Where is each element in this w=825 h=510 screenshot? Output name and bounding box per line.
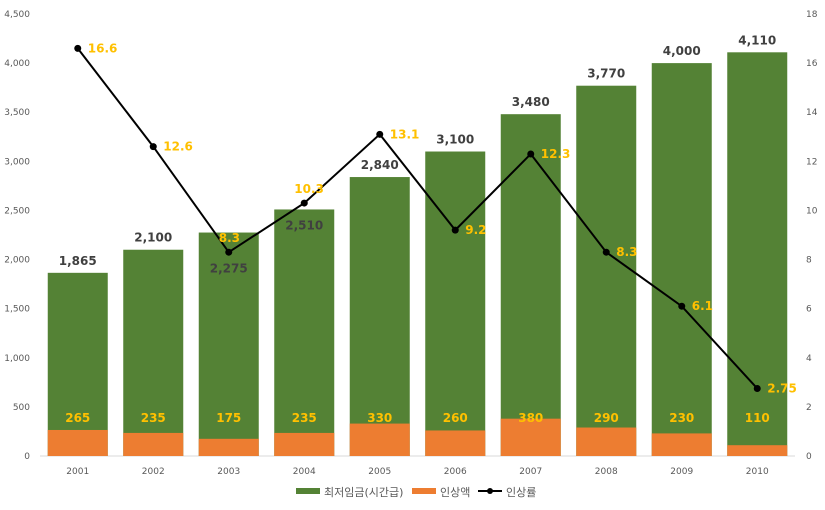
bar-label-increase-amount: 175 [216,411,241,425]
bar-minimum-wage [274,209,335,456]
point-label-increase-rate: 8.3 [616,245,637,259]
x-tick-label: 2004 [293,467,316,477]
bar-label-minimum-wage: 3,480 [512,95,550,109]
left-tick-label: 1,500 [4,305,30,315]
right-tick-label: 4 [806,354,812,364]
bar-label-increase-amount: 330 [367,411,392,425]
left-tick-label: 2,500 [4,206,30,216]
right-tick-label: 12 [806,157,817,167]
point-increase-rate [753,384,761,392]
bar-increase-amount [274,432,335,456]
bar-minimum-wage [500,114,561,456]
bar-increase-amount [727,445,788,456]
point-label-increase-rate: 12.6 [163,140,193,154]
right-tick-label: 6 [806,305,812,315]
x-tick-label: 2002 [142,467,165,477]
right-tick-label: 10 [806,206,818,216]
left-tick-label: 3,500 [4,108,30,118]
bar-label-increase-amount: 110 [745,411,770,425]
point-label-increase-rate: 12.3 [541,147,571,161]
bar-label-increase-amount: 265 [65,411,90,425]
point-increase-rate [376,130,384,138]
bar-label-minimum-wage: 2,275 [210,262,248,276]
left-tick-label: 4,500 [4,10,30,20]
right-tick-label: 2 [806,403,812,413]
bar-label-minimum-wage: 2,840 [361,158,399,172]
left-tick-label: 500 [13,403,30,413]
bar-increase-amount [198,438,259,456]
bar-minimum-wage [198,232,259,456]
point-label-increase-rate: 10.3 [294,182,324,196]
x-tick-label: 2005 [368,467,391,477]
legend-minimum-wage-swatch [296,488,320,494]
left-tick-label: 1,000 [4,354,30,364]
left-tick-label: 3,000 [4,157,30,167]
point-label-increase-rate: 2.75 [767,381,797,395]
bar-minimum-wage [425,151,486,456]
bar-minimum-wage [349,177,410,456]
right-tick-label: 0 [806,452,812,462]
bar-increase-amount [123,432,184,456]
right-tick-label: 18 [806,10,818,20]
bar-minimum-wage [576,85,637,457]
point-label-increase-rate: 13.1 [390,127,420,141]
right-tick-label: 14 [806,108,818,118]
legend-increase-amount-label: 인상액 [440,486,470,499]
right-tick-label: 16 [806,59,818,69]
legend-increase-rate-marker [487,488,493,494]
x-tick-label: 2008 [595,467,618,477]
point-increase-rate [300,199,308,207]
bar-increase-amount [349,423,410,456]
bar-increase-amount [500,418,561,456]
bar-minimum-wage [123,249,184,456]
bar-label-minimum-wage: 3,100 [436,133,474,147]
bar-minimum-wage [47,272,108,456]
bar-label-minimum-wage: 2,100 [134,231,172,245]
point-increase-rate [451,226,459,234]
bar-increase-amount [425,430,486,456]
x-tick-label: 2009 [670,467,693,477]
point-increase-rate [527,150,535,158]
left-tick-label: 2,000 [4,256,30,266]
bar-label-minimum-wage: 2,510 [285,218,323,232]
bar-increase-amount [576,427,637,456]
bar-label-increase-amount: 235 [292,411,317,425]
bar-increase-amount [47,429,108,456]
left-tick-label: 4,000 [4,59,30,69]
x-tick-label: 2003 [217,467,240,477]
bar-label-increase-amount: 230 [669,411,694,425]
bar-label-minimum-wage: 4,000 [663,44,701,58]
right-tick-label: 8 [806,256,812,266]
bar-label-minimum-wage: 1,865 [59,254,97,268]
bar-label-increase-amount: 235 [141,411,166,425]
line-increase-rate [76,47,758,390]
legend-increase-amount-swatch [412,488,436,494]
bar-increase-amount [651,433,712,456]
bar-minimum-wage [651,63,712,456]
point-increase-rate [602,248,610,256]
point-label-increase-rate: 16.6 [88,41,118,55]
legend-minimum-wage-label: 최저임금(시간급) [324,486,403,499]
bar-label-minimum-wage: 4,110 [738,33,776,47]
x-tick-label: 2007 [519,467,542,477]
point-increase-rate [225,248,233,256]
point-label-increase-rate: 6.1 [692,299,713,313]
point-increase-rate [74,44,82,52]
x-tick-label: 2010 [746,467,769,477]
x-tick-label: 2001 [66,467,89,477]
x-tick-label: 2006 [444,467,467,477]
left-tick-label: 0 [24,452,30,462]
legend-increase-rate-label: 인상률 [506,486,536,499]
point-label-increase-rate: 9.2 [465,223,486,237]
point-increase-rate [678,302,686,310]
bar-label-increase-amount: 290 [594,411,619,425]
bar-label-increase-amount: 260 [443,411,468,425]
point-increase-rate [149,143,157,151]
bar-label-increase-amount: 380 [518,411,543,425]
bar-label-minimum-wage: 3,770 [587,67,625,81]
point-label-increase-rate: 8.3 [219,231,240,245]
